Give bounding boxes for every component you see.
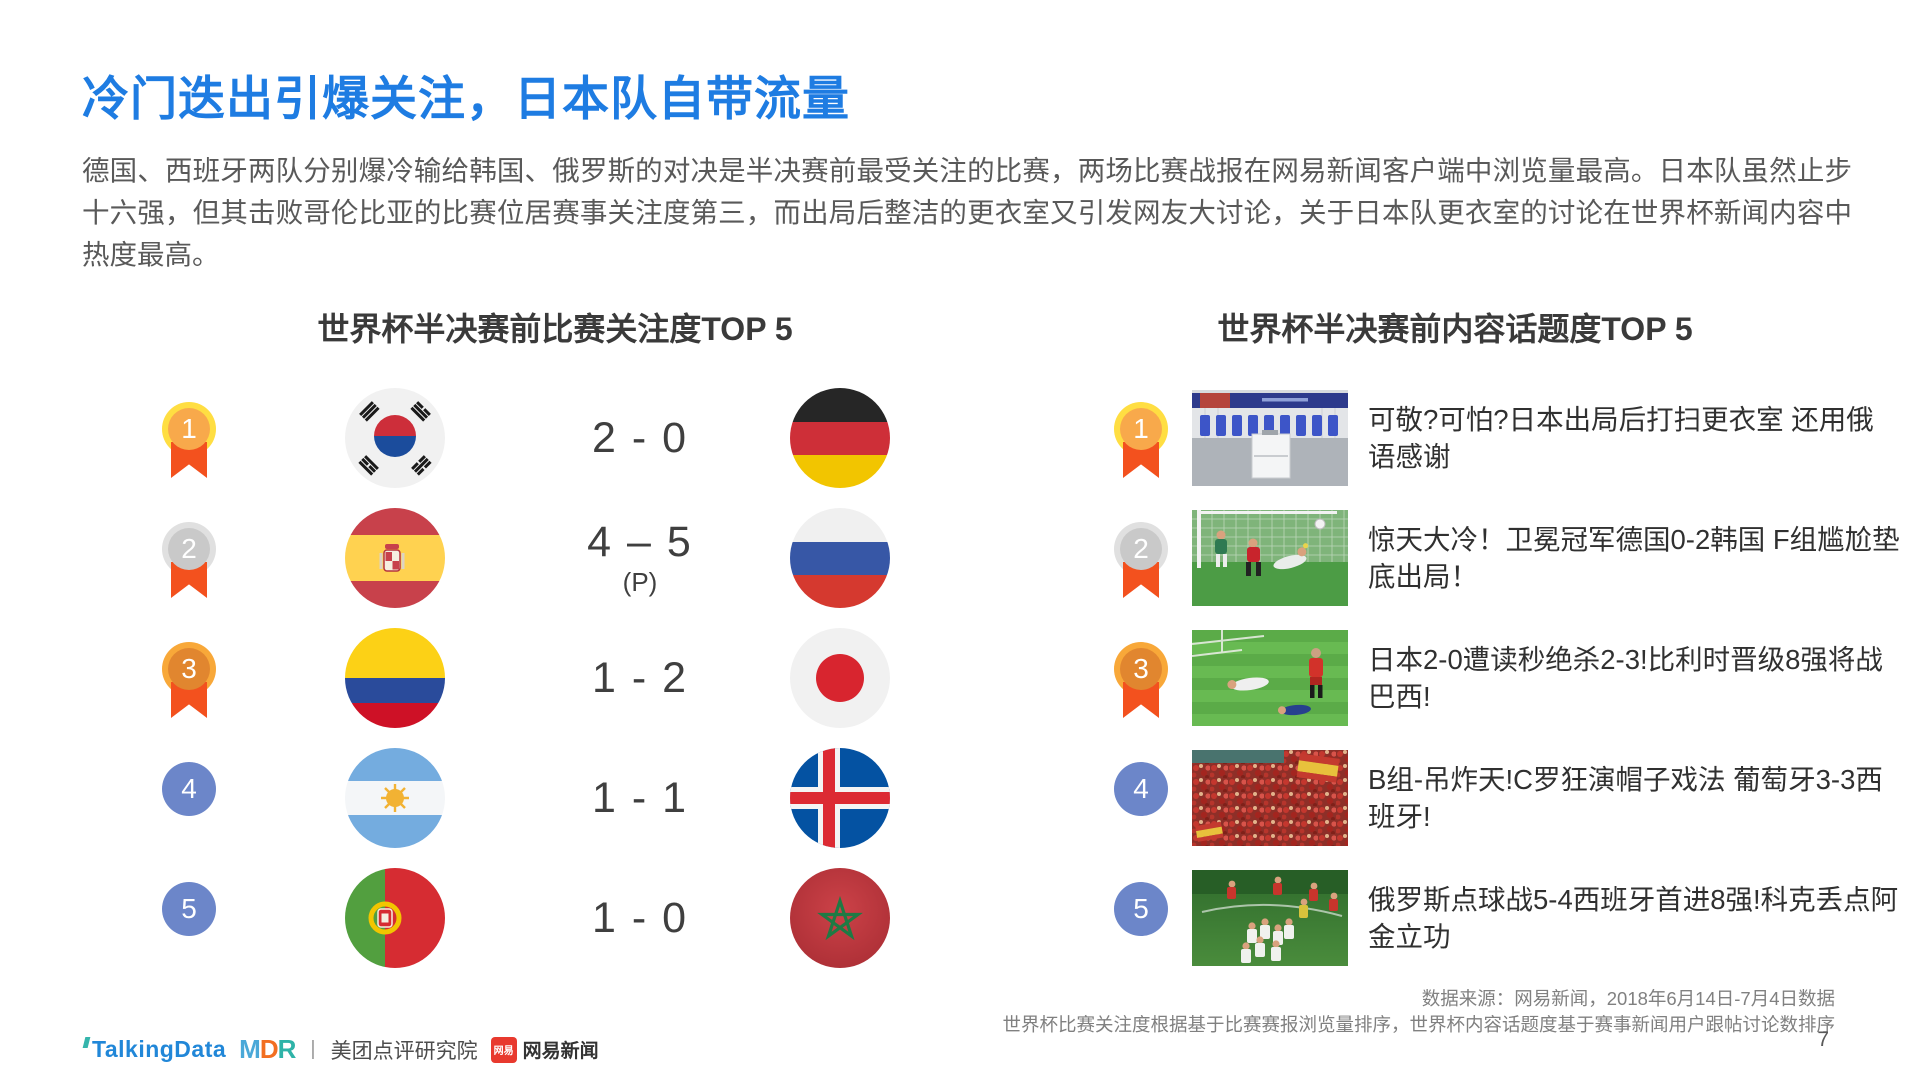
match-score: 1 - 1: [591, 773, 689, 822]
right-panel-header: 世界杯半决赛前内容话题度TOP 5: [1217, 311, 1693, 347]
netease-badge-icon: 网易: [490, 1036, 517, 1063]
meituan-dianping-institute-label: 美团点评研究院: [330, 1039, 478, 1063]
page-number: 7: [1817, 1028, 1829, 1051]
mdr-logo: M D R: [239, 1034, 296, 1064]
japan-belgium-match-photo: [1192, 630, 1348, 726]
topic-item: 3 日本2-0遭读秒绝杀2-3!比利时晋级8强将战巴西!: [0, 618, 1921, 738]
match-row: 4 1 - 1: [0, 738, 1921, 858]
flag-russia-icon: [790, 508, 890, 608]
japan-locker-room-photo: [1192, 390, 1348, 486]
match-score: 1 - 2: [591, 653, 689, 702]
match-score: 2 - 0: [591, 413, 689, 462]
rank-number: 5: [181, 893, 197, 924]
rank-2-medal: 2: [1114, 522, 1168, 598]
flag-germany-icon: [790, 388, 890, 488]
topic-item: 4 B组-吊炸天!C罗狂演帽子戏法 葡萄牙3-3西班牙!: [0, 738, 1921, 858]
left-panel-header: 世界杯半决赛前比赛关注度TOP 5: [317, 311, 793, 347]
topic-text: 俄罗斯点球战5-4西班牙首进8强!科克丢点阿金立功: [1368, 883, 1899, 952]
rank-number: 3: [1120, 648, 1162, 690]
topic-text: 日本2-0遭读秒绝杀2-3!比利时晋级8强将战巴西!: [1368, 643, 1883, 712]
match-row: 5 1 - 0: [0, 858, 1921, 978]
rank-number: 4: [181, 773, 197, 804]
flag-spain-icon: [345, 508, 445, 608]
rank-1-medal: 1: [162, 402, 216, 478]
topic-item: 2 惊天大冷！卫冕冠军德国0-2韩国 F组尴尬垫底出局！: [0, 498, 1921, 618]
rank-2-medal: 2: [162, 522, 216, 598]
flag-portugal-icon: [345, 868, 445, 968]
rank-number: 2: [1120, 528, 1162, 570]
netease-news-logo: 网易 网易新闻: [490, 1036, 599, 1063]
source-line-1: 数据来源：网易新闻，2018年6月14日-7月4日数据: [1421, 988, 1835, 1009]
rank-number: 1: [1120, 408, 1162, 450]
rank-4-badge: 4: [162, 762, 216, 816]
russia-penalty-celebration-photo: [1192, 870, 1348, 966]
flag-japan-icon: [790, 628, 890, 728]
match-score: 1 - 0: [591, 893, 689, 942]
topic-item: 5 俄罗斯点球战5-4西班牙首进8强!科克丢点阿金立功: [0, 858, 1921, 978]
intro-paragraph: 德国、西班牙两队分别爆冷输给韩国、俄罗斯的对决是半决赛前最受关注的比赛，两场比赛…: [82, 155, 1852, 271]
rank-number: 2: [168, 528, 210, 570]
rank-1-medal: 1: [1114, 402, 1168, 478]
flag-argentina-icon: [345, 748, 445, 848]
rank-5-badge: 5: [1114, 882, 1168, 936]
footer-logos: TalkingData M D R | 美团点评研究院 网易 网易新闻: [82, 1034, 599, 1065]
topic-text: 可敬?可怕?日本出局后打扫更衣室 还用俄语感谢: [1368, 403, 1874, 472]
match-score: 4 – 5: [587, 518, 693, 566]
topic-text: 惊天大冷！卫冕冠军德国0-2韩国 F组尴尬垫底出局！: [1368, 523, 1900, 592]
talkingdata-logo: TalkingData: [82, 1036, 226, 1063]
match-row: 3 1 - 2: [0, 618, 1921, 738]
flag-south-korea-icon: [345, 388, 445, 488]
match-row: 1 2 - 0: [0, 378, 1921, 498]
topic-text: B组-吊炸天!C罗狂演帽子戏法 葡萄牙3-3西班牙!: [1368, 763, 1883, 832]
source-line-2: 世界杯比赛关注度根据基于比赛赛报浏览量排序，世界杯内容话题度基于赛事新闻用户跟帖…: [1002, 1013, 1835, 1035]
spain-fans-crowd-photo: [1192, 750, 1348, 846]
rank-3-medal: 3: [162, 642, 216, 718]
talkingdata-tick-icon: [82, 1037, 91, 1048]
page-title: 冷门迭出引爆关注，日本队自带流量: [82, 72, 850, 125]
flag-morocco-icon: [790, 868, 890, 968]
logo-divider: |: [310, 1038, 316, 1060]
rank-number: 3: [168, 648, 210, 690]
germany-korea-goal-photo: [1192, 510, 1348, 606]
match-row: 2 4 – 5 (P): [0, 498, 1921, 618]
rank-5-badge: 5: [162, 882, 216, 936]
topic-item: 1 可敬?可怕?日本出局后打扫更衣室 还用俄语感谢: [0, 378, 1921, 498]
rank-number: 5: [1133, 893, 1149, 924]
rank-4-badge: 4: [1114, 762, 1168, 816]
rank-number: 1: [168, 408, 210, 450]
flag-colombia-icon: [345, 628, 445, 728]
rank-3-medal: 3: [1114, 642, 1168, 718]
flag-iceland-icon: [790, 748, 890, 848]
penalty-note: (P): [622, 567, 658, 597]
rank-number: 4: [1133, 773, 1149, 804]
data-source-note: 数据来源：网易新闻，2018年6月14日-7月4日数据 世界杯比赛关注度根据基于…: [1002, 986, 1835, 1038]
